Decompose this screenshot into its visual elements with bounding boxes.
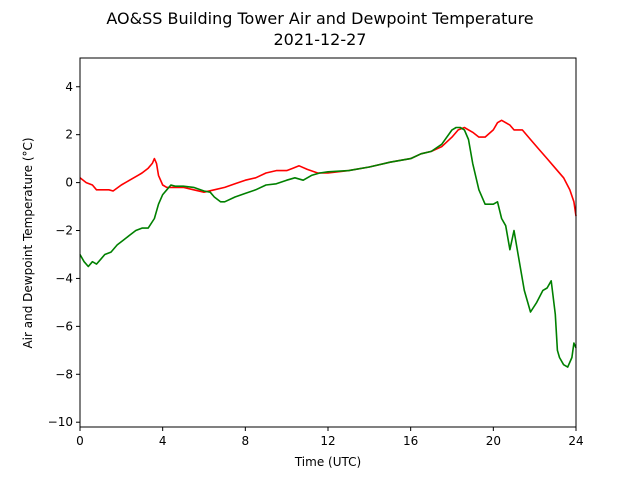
x-tick-label: 8 — [242, 434, 250, 448]
x-tick-label: 4 — [159, 434, 167, 448]
x-tick-label: 12 — [320, 434, 335, 448]
x-tick-label: 16 — [403, 434, 418, 448]
x-tick-label: 24 — [568, 434, 583, 448]
y-tick-label: −6 — [55, 319, 73, 333]
y-tick-label: −8 — [55, 367, 73, 381]
x-tick-label: 0 — [76, 434, 84, 448]
x-tick-label: 20 — [486, 434, 501, 448]
y-tick-label: 4 — [65, 80, 73, 94]
series-layer — [79, 119, 577, 368]
series-line-1 — [79, 119, 577, 217]
y-tick-label: 2 — [65, 128, 73, 142]
y-tick-label: −4 — [55, 271, 73, 285]
chart-subtitle: 2021-12-27 — [274, 30, 367, 49]
chart-title: AO&SS Building Tower Air and Dewpoint Te… — [106, 9, 533, 28]
series-line-2 — [79, 126, 577, 368]
y-tick-label: −2 — [55, 224, 73, 238]
y-tick-label: −10 — [48, 415, 73, 429]
y-tick-label: 0 — [65, 176, 73, 190]
y-axis-label: Air and Dewpoint Temperature (°C) — [21, 137, 35, 348]
plot-frame — [79, 57, 577, 428]
x-axis-label: Time (UTC) — [294, 455, 361, 469]
